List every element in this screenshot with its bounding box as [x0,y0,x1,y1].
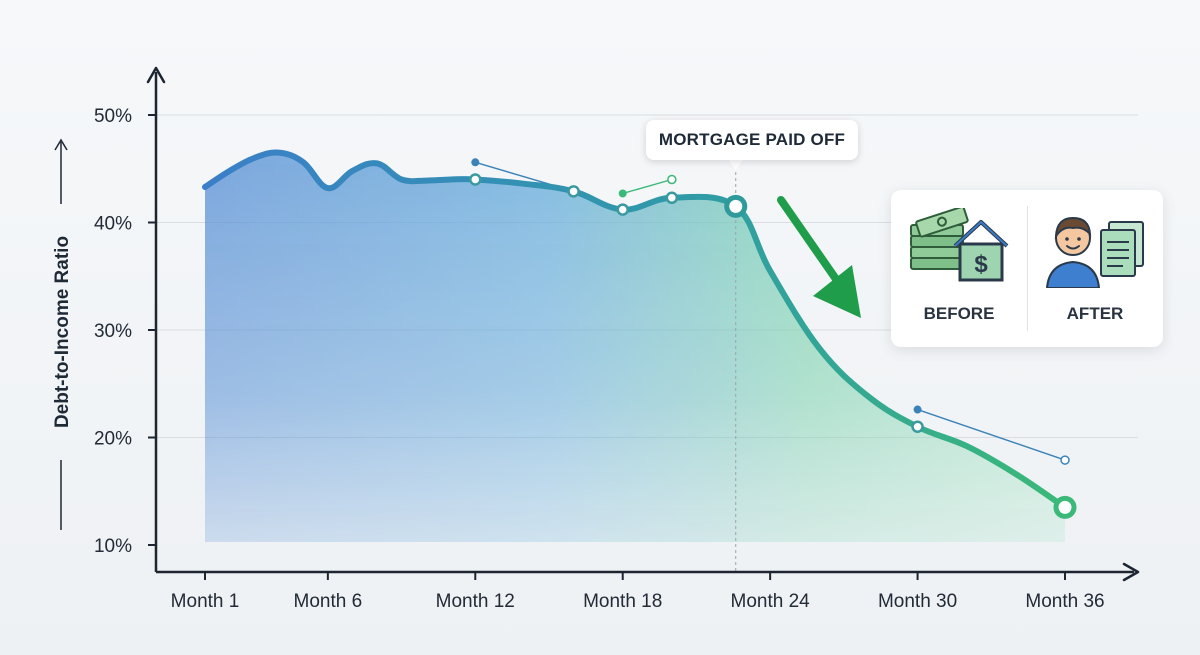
axes [146,66,1140,582]
callout-text: MORTGAGE PAID OFF [658,130,846,149]
y-axis-label: Debt-to-Income Ratio [52,138,73,530]
money-house-icon: $ [905,205,1015,293]
x-tick-label-36: Month 36 [1025,591,1104,612]
overlay-segment-2 [917,408,1066,461]
y-tick-label-40: 40% [94,214,132,235]
after-label: AFTER [1066,304,1124,323]
overlay-segment-1 [622,178,673,195]
x-tick-label-18: Month 18 [583,591,662,612]
panel-divider [1027,206,1028,331]
area-shape [205,152,1065,542]
series-path [202,149,1068,511]
y-tick-label-20: 20% [94,429,132,450]
y-tick-label-10: 10% [94,536,132,557]
overlay-start-dot-2 [913,405,922,414]
series-line [202,149,1068,511]
person-documents-icon [1043,208,1153,293]
overlay-end-dot-2 [1060,455,1070,465]
mortgage-paid-off-callout: MORTGAGE PAID OFF [646,120,858,160]
overlay-start-dot-1 [618,189,627,198]
highlight-point-1 [1053,495,1077,519]
y-label-text: Debt-to-Income Ratio [52,236,73,428]
highlight-point-0 [724,194,748,218]
data-point-4 [911,420,924,433]
data-point-3 [665,191,679,205]
before-after-panel: $ BEFORE AFTER [891,190,1163,347]
overlay-start-dot-0 [471,158,480,167]
svg-text:$: $ [974,251,988,278]
x-tick-label-30: Month 30 [878,591,957,612]
y-label-group: Debt-to-Income Ratio [52,138,73,530]
area-fill [205,152,1065,542]
before-label: BEFORE [923,304,995,323]
x-tick-label-12: Month 12 [436,591,515,612]
overlay-end-dot-1 [667,174,677,185]
x-axis-arrowhead [1122,562,1140,582]
x-tick-label-1: Month 1 [171,591,240,612]
data-point-1 [567,185,580,198]
y-label-arrow-icon [54,138,68,151]
y-tick-label-30: 30% [94,321,132,342]
callout-pointer [728,160,743,170]
x-tick-label-24: Month 24 [731,591,811,612]
tick-labels: 10% 20% 30% 40% 50% Month 1 Month 6 Month 12 Mon… [94,106,1105,612]
y-tick-label-50: 50% [94,106,132,127]
down-arrow-icon [777,196,861,318]
y-axis-arrowhead [146,66,166,84]
data-markers [469,173,1077,519]
x-tick-label-6: Month 6 [294,591,363,612]
annotation-guide [728,160,743,572]
data-point-2 [616,203,629,216]
data-point-0 [469,173,482,186]
